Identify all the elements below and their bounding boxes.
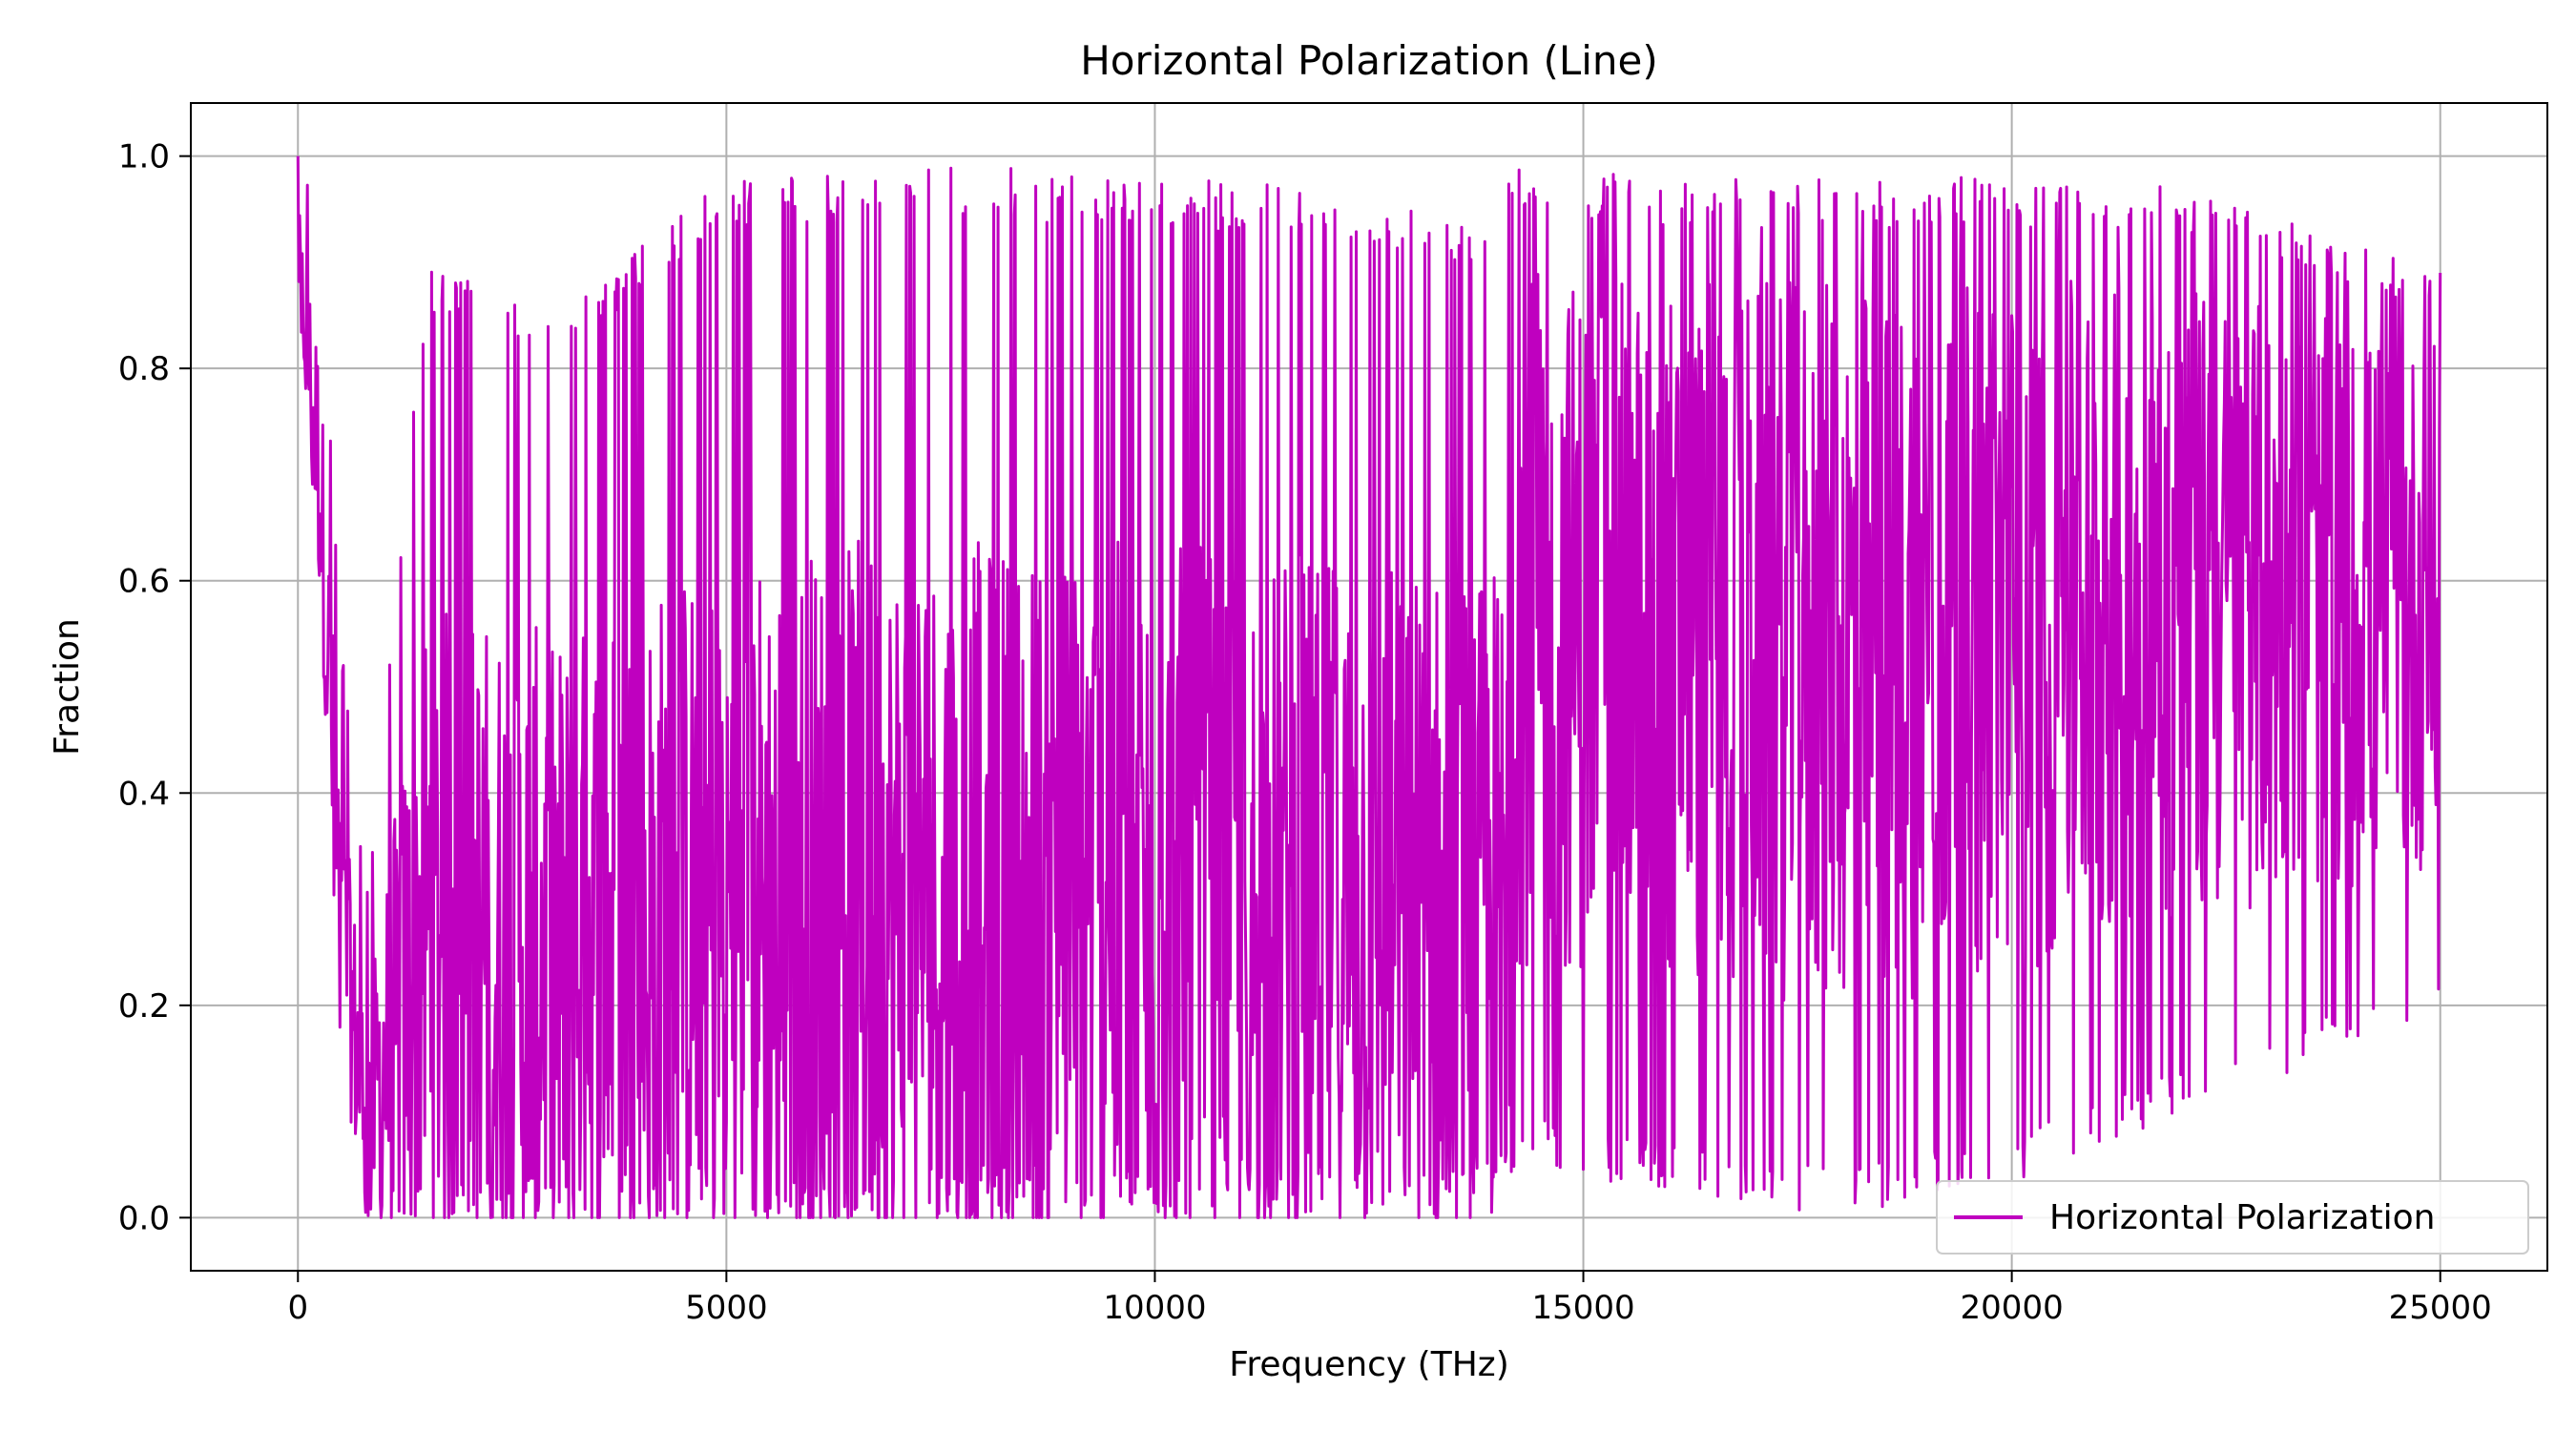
x-tick-label: 5000 <box>685 1289 768 1327</box>
y-tick-label: 0.2 <box>118 987 170 1026</box>
y-axis-title: Fraction <box>48 618 87 756</box>
axes-ticks: 0 5000 10000 15000 20000 25000 0.0 0.2 0.4 0.6 0.8… <box>118 138 2492 1327</box>
legend-label: Horizontal Polarization <box>2049 1198 2436 1237</box>
series-line-horizontal-polarization <box>296 156 2442 1219</box>
y-tick-label: 1.0 <box>118 138 170 176</box>
y-tick-label: 0.8 <box>118 350 170 388</box>
x-tick-label: 0 <box>287 1289 308 1327</box>
plot-area-frame <box>190 102 2548 1272</box>
x-tick-label: 15000 <box>1531 1289 1634 1327</box>
legend: Horizontal Polarization <box>1936 1180 2529 1255</box>
chart-title: Horizontal Polarization (Line) <box>1080 37 1658 84</box>
x-tick-label: 25000 <box>2389 1289 2492 1327</box>
y-tick-label: 0.0 <box>118 1199 170 1237</box>
y-tick-label: 0.6 <box>118 563 170 601</box>
x-tick-label: 10000 <box>1103 1289 1206 1327</box>
legend-box <box>1936 1180 2529 1255</box>
series-layer <box>296 156 2442 1219</box>
y-tick-label: 0.4 <box>118 775 170 813</box>
x-tick-label: 20000 <box>1961 1289 2064 1327</box>
x-axis-title: Frequency (THz) <box>1229 1345 1508 1384</box>
